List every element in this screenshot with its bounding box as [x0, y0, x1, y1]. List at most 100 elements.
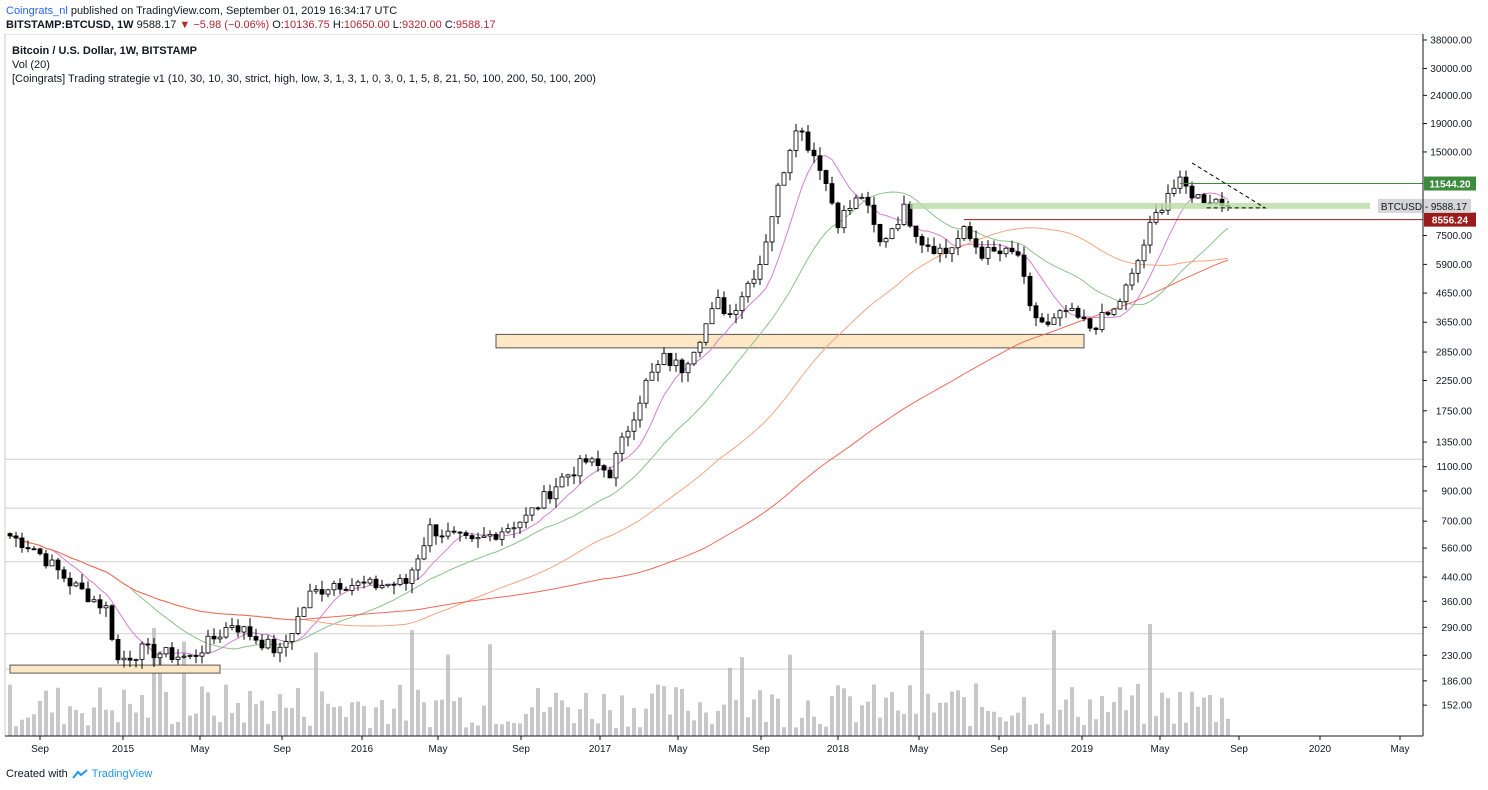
- volume-bar: [164, 691, 168, 736]
- candle-body: [337, 583, 343, 590]
- candle-body: [1057, 310, 1063, 319]
- candle-body: [43, 553, 49, 567]
- candle-body: [397, 578, 403, 585]
- volume-bar: [752, 699, 756, 736]
- volume-bar: [14, 726, 18, 736]
- volume-bar: [674, 687, 678, 736]
- volume-bar: [1070, 687, 1074, 736]
- candle-body: [205, 635, 211, 654]
- price-axis[interactable]: 38000.00 30000.00 24000.00 19000.00 15000.00…: [1422, 34, 1473, 736]
- candle-body: [823, 170, 829, 184]
- time-tick-label: Sep: [1230, 744, 1248, 755]
- volume-bar: [104, 709, 108, 736]
- volume-bar: [1058, 709, 1062, 736]
- volume-bar: [248, 690, 252, 736]
- last-price-tag-text: BTCUSD - 9588.17: [1381, 202, 1468, 213]
- volume-bar: [344, 717, 348, 736]
- volume-bar: [998, 717, 1002, 736]
- candle-body: [229, 625, 235, 628]
- candle-body: [133, 659, 139, 661]
- last-price-tag-bg: [1378, 198, 1471, 213]
- ma-21-line: [9, 191, 1229, 650]
- candle-body: [151, 644, 157, 659]
- time-tick-label: May: [910, 744, 929, 755]
- volume-bar: [236, 702, 240, 736]
- candle-body: [1153, 212, 1159, 223]
- volume-bar: [1076, 716, 1080, 736]
- volume-bar: [440, 699, 444, 736]
- volume-bar: [50, 712, 54, 736]
- candle-body: [13, 535, 19, 539]
- candle-body: [829, 183, 835, 204]
- zones: [9, 333, 1085, 674]
- candle-body: [853, 197, 859, 209]
- candle-body: [1099, 312, 1105, 330]
- volume-bar: [926, 693, 930, 736]
- time-tick-label: 2016: [351, 744, 374, 755]
- volume-bar: [920, 630, 924, 736]
- volume-bar: [194, 713, 198, 736]
- volume-bar: [980, 706, 984, 736]
- time-tick-label: Sep: [273, 744, 291, 755]
- candle-body: [1021, 254, 1027, 277]
- candle-body: [955, 238, 961, 249]
- candle-body: [607, 469, 613, 479]
- candle-body: [871, 204, 877, 225]
- plot-area: [4, 34, 1424, 737]
- candle-body: [877, 224, 883, 243]
- candle-body: [1009, 247, 1015, 253]
- publish-text: published on TradingView.com, September …: [67, 5, 398, 17]
- time-tick-label: Sep: [990, 744, 1008, 755]
- volume-bar: [1208, 695, 1212, 736]
- candle-body: [295, 616, 301, 634]
- price-chart[interactable]: 11544.20 8556.24 BTCUSD - 9588.17 38000.00…: [0, 34, 1488, 760]
- candle-body: [439, 535, 445, 538]
- volume-bar: [44, 690, 48, 736]
- candle-body: [991, 246, 997, 252]
- volume-bar: [974, 683, 978, 736]
- volume-bar: [398, 684, 402, 736]
- volume-bar: [20, 719, 24, 736]
- levels: 11544.20 8556.24 BTCUSD - 9588.17: [910, 162, 1476, 227]
- candle-body: [781, 172, 787, 186]
- candle-body: [1027, 275, 1033, 307]
- candle-body: [763, 241, 769, 265]
- volume-bar: [956, 690, 960, 736]
- created-with: Created with: [6, 768, 68, 780]
- candle-body: [529, 507, 535, 516]
- close-value: 9588.17: [455, 19, 496, 31]
- author-link[interactable]: Coingrats_nl: [6, 5, 68, 17]
- volume-bar: [1016, 712, 1020, 736]
- price-tick-label: 2250.00: [1436, 376, 1473, 387]
- candle-body: [1003, 247, 1009, 255]
- candle-body: [355, 581, 361, 586]
- candle-body: [913, 225, 919, 237]
- volume-bar: [152, 628, 156, 736]
- legend-strategy: [Coingrats] Trading strategie v1 (10, 30…: [12, 73, 596, 85]
- candle-body: [961, 226, 967, 239]
- candle-body: [973, 238, 979, 248]
- candle-body: [1105, 312, 1111, 315]
- tradingview-link[interactable]: TradingView: [91, 768, 153, 780]
- time-axis[interactable]: Sep 2015 May Sep 2016 May Sep 2017 May Sep 2018 May…: [5, 735, 1423, 755]
- volume-bar: [1082, 725, 1086, 736]
- candle-body: [367, 578, 373, 584]
- time-tick-label: Sep: [752, 744, 770, 755]
- open-label: O:: [272, 19, 284, 31]
- volume-bar: [98, 687, 102, 736]
- volume-bar: [1214, 721, 1218, 736]
- volume-bar: [482, 705, 486, 736]
- candle-body: [313, 589, 319, 592]
- volume-bar: [704, 712, 708, 736]
- candle-body: [1039, 317, 1045, 323]
- time-tick-label: Sep: [512, 744, 530, 755]
- volume-bar: [140, 695, 144, 736]
- candle-body: [937, 247, 943, 254]
- gridlines: [5, 458, 1423, 670]
- time-tick-label: 2015: [112, 744, 135, 755]
- volume-bar: [782, 727, 786, 736]
- volume-bar: [746, 717, 750, 736]
- price-tick-label: 230.00: [1441, 651, 1472, 662]
- candle-body: [469, 535, 475, 540]
- support-zone-2015: [9, 664, 221, 674]
